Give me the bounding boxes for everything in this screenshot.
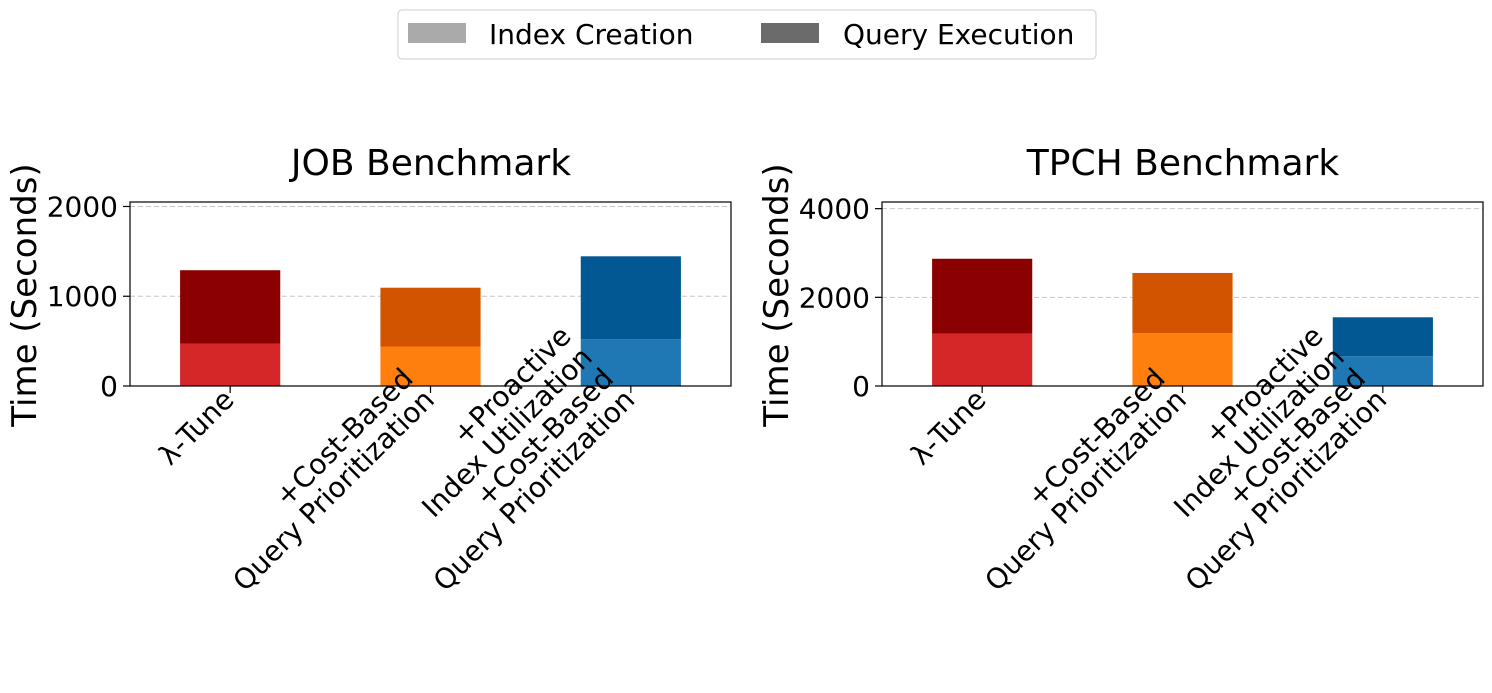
legend-label-query-execution: Query Execution: [843, 18, 1074, 51]
bar-index-creation: [580, 339, 681, 386]
y-tick-label: 4000: [799, 193, 870, 226]
bar-query-execution: [180, 270, 281, 344]
bar-index-creation: [932, 333, 1033, 386]
bar-query-execution: [380, 287, 481, 347]
bar-query-execution: [1332, 317, 1433, 357]
legend-swatch-index-creation: [408, 23, 466, 43]
tpch-benchmark-chart: TPCH Benchmark Time (Seconds) 020004000 …: [757, 143, 1484, 598]
y-tick-label: 1000: [47, 280, 118, 313]
legend-swatch-query-execution: [761, 23, 819, 43]
y-axis-label: Time (Seconds): [757, 163, 797, 427]
job-benchmark-chart: JOB Benchmark Time (Seconds) 0 1000 2000 λ…: [5, 143, 732, 598]
bar-index-creation: [1332, 356, 1433, 386]
bar-index-creation: [180, 343, 281, 386]
y-tick-label: 2000: [47, 190, 118, 223]
y-tick-label: 0: [852, 370, 870, 403]
legend: Index Creation Query Execution: [397, 9, 1097, 60]
bar-index-creation: [380, 346, 481, 386]
bar-query-execution: [1132, 272, 1233, 334]
x-tick-label: λ-Tune: [904, 383, 993, 472]
bar-index-creation: [1132, 333, 1233, 386]
y-axis-label: Time (Seconds): [5, 163, 45, 427]
chart-title: TPCH Benchmark: [1026, 143, 1340, 184]
legend-frame: [397, 9, 1097, 60]
x-tick-label-line: λ-Tune: [152, 383, 241, 472]
y-tick-label: 0: [100, 370, 118, 403]
chart-title: JOB Benchmark: [289, 143, 571, 184]
x-tick-label: λ-Tune: [152, 383, 241, 472]
bar-query-execution: [580, 256, 681, 340]
x-tick-label-line: λ-Tune: [904, 383, 993, 472]
x-tick-label-line: Query Prioritization: [978, 383, 1193, 598]
y-tick-label: 2000: [799, 281, 870, 314]
x-tick-label-line: Query Prioritization: [226, 383, 441, 598]
bar-query-execution: [932, 258, 1033, 334]
legend-label-index-creation: Index Creation: [489, 18, 693, 51]
